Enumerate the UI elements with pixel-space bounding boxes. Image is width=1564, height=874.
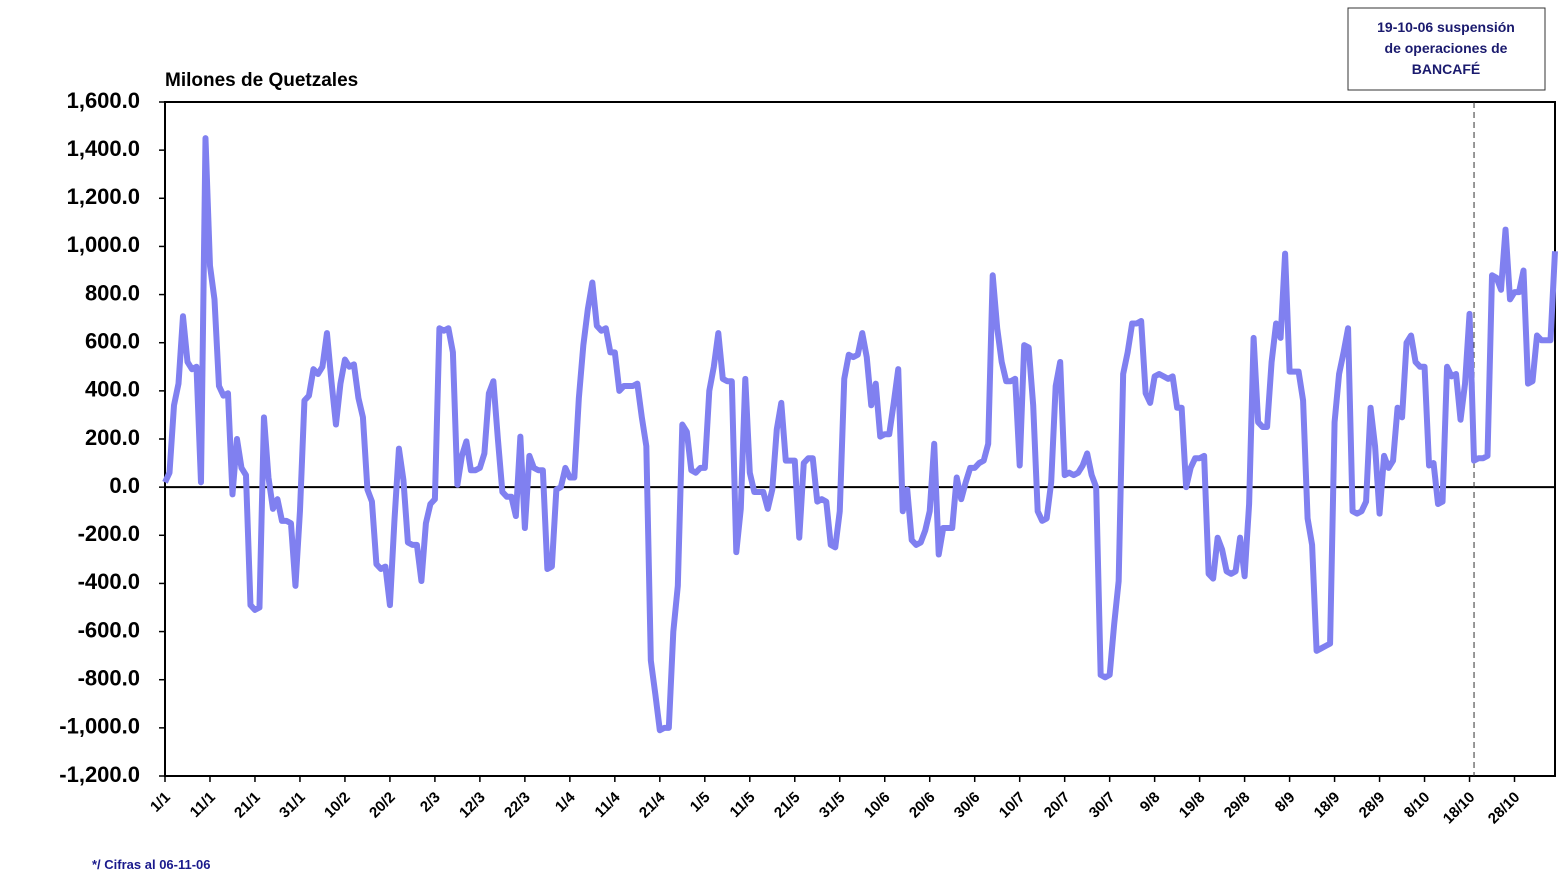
y-tick-label: -800.0 xyxy=(78,666,140,691)
x-tick-label: 20/7 xyxy=(1041,789,1074,822)
annotation-text: BANCAFÉ xyxy=(1412,61,1480,77)
x-tick-label: 10/7 xyxy=(996,789,1029,822)
x-tick-label: 1/5 xyxy=(687,789,714,816)
x-tick-label: 12/3 xyxy=(456,789,489,822)
y-tick-label: 1,200.0 xyxy=(67,184,140,209)
y-tick-label: 1,400.0 xyxy=(67,136,140,161)
y-tick-label: -1,200.0 xyxy=(59,762,140,787)
annotation-box xyxy=(1347,7,1546,91)
plot-area xyxy=(164,101,1556,777)
y-tick-label: 800.0 xyxy=(85,280,140,305)
x-tick-label: 19/8 xyxy=(1176,789,1209,822)
x-tick-label: 18/9 xyxy=(1311,789,1344,822)
y-axis-title: Milones de Quetzales xyxy=(165,70,358,91)
x-tick-label: 10/6 xyxy=(861,789,894,822)
x-tick-label: 1/1 xyxy=(147,789,174,816)
annotation-text: 19-10-06 suspensión xyxy=(1377,19,1515,35)
y-tick-label: -400.0 xyxy=(78,569,140,594)
y-tick-label: -200.0 xyxy=(78,521,140,546)
y-tick-label: 1,600.0 xyxy=(67,88,140,113)
x-tick-label: 30/7 xyxy=(1086,789,1119,822)
y-tick-label: -600.0 xyxy=(78,617,140,642)
x-tick-label: 29/8 xyxy=(1221,789,1254,822)
x-tick-label: 21/5 xyxy=(771,789,804,822)
x-tick-label: 8/9 xyxy=(1272,789,1299,816)
x-tick-label: 20/2 xyxy=(366,789,399,822)
y-tick-label: 400.0 xyxy=(85,377,140,402)
x-tick-label: 28/9 xyxy=(1356,789,1389,822)
x-tick-label: 31/5 xyxy=(816,789,849,822)
x-tick-label: 31/1 xyxy=(276,789,309,822)
y-tick-label: 1,000.0 xyxy=(67,232,140,257)
y-tick-label: 200.0 xyxy=(85,425,140,450)
x-tick-label: 21/4 xyxy=(636,788,669,821)
x-tick-label: 11/5 xyxy=(727,789,759,821)
x-tick-label: 11/4 xyxy=(592,788,625,821)
x-tick-label: 20/6 xyxy=(906,789,939,822)
x-tick-label: 28/10 xyxy=(1485,789,1524,828)
x-tick-label: 9/8 xyxy=(1137,789,1164,816)
y-tick-label: 0.0 xyxy=(109,473,140,498)
annotation-text: de operaciones de xyxy=(1385,40,1508,56)
x-tick-label: 30/6 xyxy=(951,789,984,822)
x-tick-label: 18/10 xyxy=(1440,789,1479,828)
x-tick-label: 8/10 xyxy=(1401,789,1434,822)
x-tick-label: 22/3 xyxy=(501,789,534,822)
x-tick-label: 1/4 xyxy=(552,788,579,815)
x-tick-label: 2/3 xyxy=(417,789,444,816)
y-tick-label: 600.0 xyxy=(85,329,140,354)
x-tick-label: 11/1 xyxy=(187,789,219,821)
x-tick-label: 21/1 xyxy=(231,789,264,822)
y-tick-label: -1,000.0 xyxy=(59,714,140,739)
footnote: */ Cifras al 06-11-06 xyxy=(92,857,211,872)
data-line xyxy=(162,135,1558,734)
x-tick-label: 10/2 xyxy=(321,789,354,822)
